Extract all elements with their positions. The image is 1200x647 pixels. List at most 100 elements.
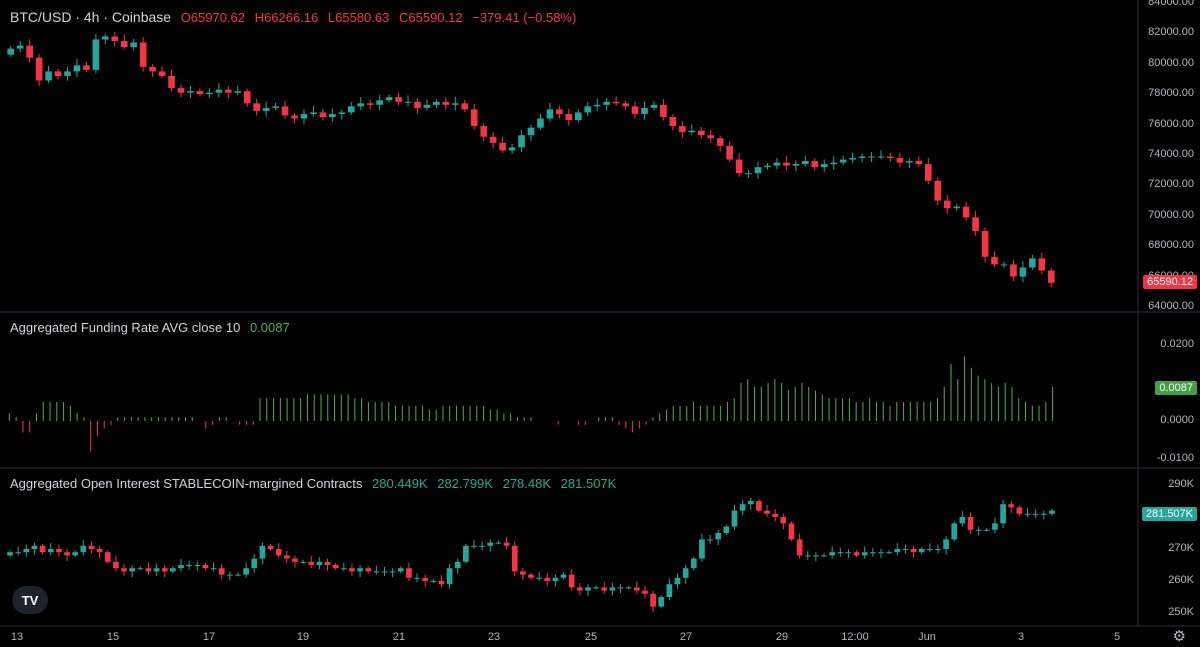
oi-candle — [454, 561, 461, 569]
price-candle — [1038, 258, 1046, 271]
oi-candle — [617, 587, 624, 589]
oi-candle — [471, 545, 477, 547]
oi-value-3: 278.48K — [502, 476, 552, 491]
price-candle — [650, 104, 658, 108]
price-candle — [234, 91, 242, 93]
funding-title[interactable]: Aggregated Funding Rate AVG close 10 — [10, 320, 241, 335]
price-candle — [366, 103, 374, 105]
oi-candle — [910, 549, 917, 553]
price-candle — [16, 45, 24, 49]
price-candle — [660, 104, 667, 117]
oi-candle — [218, 568, 225, 575]
price-tick-label: 82000.00 — [1148, 26, 1194, 39]
oi-tick-label: 250K — [1168, 606, 1194, 618]
oi-candle — [47, 549, 54, 553]
oi-title[interactable]: Aggregated Open Interest STABLECOIN-marg… — [10, 476, 363, 491]
price-candle — [272, 106, 279, 108]
price-candle — [168, 75, 175, 89]
oi-candle — [951, 523, 958, 540]
oi-candle — [658, 597, 665, 607]
price-candle — [716, 138, 724, 146]
price-candle — [224, 89, 232, 93]
oi-candle — [552, 577, 559, 581]
price-candle — [574, 112, 582, 121]
price-candle — [792, 164, 800, 166]
price-candle — [310, 112, 317, 114]
price-candle — [991, 256, 998, 265]
oi-candle — [601, 587, 608, 591]
oi-candle — [1024, 513, 1031, 515]
price-candle — [811, 161, 819, 168]
oi-candle — [275, 549, 282, 556]
price-candle — [754, 167, 762, 174]
oi-candle — [992, 523, 998, 530]
price-candle — [414, 101, 421, 108]
oi-candle — [772, 513, 779, 517]
oi-candle — [178, 565, 184, 569]
time-tick-label: 21 — [393, 631, 405, 643]
oi-candle — [967, 517, 974, 530]
symbol-label[interactable]: BTC/USD · 4h · Coinbase — [10, 9, 172, 25]
oi-candle — [194, 565, 201, 566]
price-candle — [688, 130, 696, 133]
funding-tick-label: 0.0200 — [1160, 338, 1194, 350]
oi-candle — [690, 558, 697, 569]
oi-candle — [1000, 504, 1006, 524]
oi-tick-label: 260K — [1168, 574, 1194, 586]
price-candle — [102, 36, 109, 40]
oi-candle — [633, 587, 640, 591]
oi-candle — [642, 590, 648, 594]
oi-candle — [544, 577, 551, 581]
oi-candle — [511, 545, 518, 572]
price-candle — [584, 106, 592, 113]
oi-candle — [560, 574, 567, 578]
oi-candle — [528, 574, 534, 578]
oi-value-1: 280.449K — [372, 476, 428, 491]
oi-candle — [332, 565, 339, 569]
oi-candle — [788, 523, 795, 540]
price-candle — [73, 65, 81, 72]
price-candle — [820, 164, 828, 168]
oi-candle — [316, 561, 323, 565]
oi-candle — [935, 549, 941, 550]
price-tick-label: 74000.00 — [1148, 148, 1194, 160]
price-candle — [319, 112, 327, 117]
oi-candle — [340, 568, 347, 570]
price-candle — [565, 113, 573, 121]
price-candle — [376, 100, 383, 105]
oi-candles — [7, 497, 1055, 613]
price-candle — [697, 130, 705, 136]
oi-tick-label: 290K — [1168, 478, 1194, 490]
oi-value-2: 282.799K — [437, 476, 493, 491]
oi-candle — [804, 555, 811, 557]
price-candle — [300, 113, 308, 119]
price-candle — [981, 231, 989, 257]
price-candle — [773, 162, 781, 166]
oi-candle — [389, 571, 396, 573]
oi-candle — [878, 552, 884, 554]
price-candle — [679, 126, 686, 133]
oi-candle — [983, 529, 990, 531]
time-tick-label: 5 — [1114, 631, 1120, 643]
oi-candle — [707, 539, 713, 541]
oi-candle — [926, 549, 933, 550]
price-candle — [953, 206, 960, 209]
oi-candle — [894, 549, 901, 553]
oi-candle — [593, 587, 599, 589]
price-candle — [158, 71, 166, 76]
price-candle — [35, 57, 43, 81]
funding-header: Aggregated Funding Rate AVG close 10 0.0… — [10, 320, 296, 335]
price-tick-label: 72000.00 — [1148, 178, 1194, 191]
oi-candle — [739, 504, 746, 511]
oi-candle — [756, 501, 762, 511]
tradingview-logo-icon[interactable]: TV — [12, 586, 48, 614]
price-candle — [612, 101, 620, 104]
oi-candle — [975, 529, 982, 531]
price-candle — [537, 118, 544, 128]
gear-icon[interactable]: ⚙ — [1172, 628, 1186, 645]
oi-candle — [536, 577, 542, 579]
price-candle — [253, 103, 260, 111]
oi-candle — [829, 552, 836, 556]
oi-candle — [487, 542, 494, 546]
